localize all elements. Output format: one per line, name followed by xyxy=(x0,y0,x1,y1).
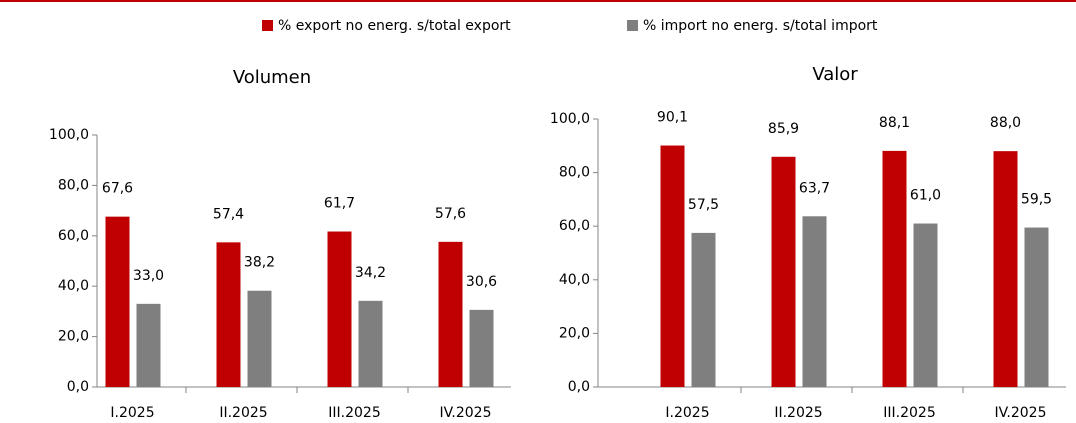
value-label: 34,2 xyxy=(355,265,386,281)
value-label: 33,0 xyxy=(133,268,164,284)
bar xyxy=(247,290,272,387)
bar xyxy=(771,156,796,387)
legend-label: % import no energ. s/total import xyxy=(643,18,878,34)
value-label: 30,6 xyxy=(466,274,497,290)
chart-title: Valor xyxy=(812,64,858,85)
bar xyxy=(993,151,1018,387)
chart-title: Volumen xyxy=(233,67,311,88)
x-tick-label: IV.2025 xyxy=(440,405,492,421)
value-label: 38,2 xyxy=(244,255,275,271)
y-tick-label: 100,0 xyxy=(49,127,89,143)
x-tick-label: II.2025 xyxy=(219,405,267,421)
value-label: 67,6 xyxy=(102,181,133,197)
bar xyxy=(882,150,907,387)
value-label: 57,4 xyxy=(213,206,244,222)
value-label: 57,6 xyxy=(435,206,466,222)
value-label: 88,0 xyxy=(990,115,1021,131)
bar xyxy=(358,300,383,387)
bar xyxy=(327,231,352,387)
legend-swatch xyxy=(262,20,273,31)
y-tick-label: 40,0 xyxy=(58,278,89,294)
y-tick-label: 60,0 xyxy=(559,218,590,234)
x-tick-label: I.2025 xyxy=(110,405,154,421)
value-label: 61,7 xyxy=(324,196,355,212)
y-tick-label: 80,0 xyxy=(58,177,89,193)
y-tick-label: 40,0 xyxy=(559,272,590,288)
bar xyxy=(469,309,494,387)
y-tick-label: 20,0 xyxy=(559,325,590,341)
y-tick-label: 100,0 xyxy=(550,111,590,127)
y-tick-label: 80,0 xyxy=(559,165,590,181)
value-label: 88,1 xyxy=(879,115,910,131)
y-tick-label: 0,0 xyxy=(67,379,89,395)
bar xyxy=(913,223,938,387)
value-label: 59,5 xyxy=(1021,192,1052,208)
value-label: 61,0 xyxy=(910,188,941,204)
bar xyxy=(216,242,241,387)
x-tick-label: II.2025 xyxy=(774,405,822,421)
legend-label: % export no energ. s/total export xyxy=(278,18,511,34)
bar xyxy=(105,216,130,387)
value-label: 57,5 xyxy=(688,197,719,213)
bar xyxy=(691,232,716,387)
bar xyxy=(136,303,161,387)
legend-swatch xyxy=(627,20,638,31)
bar xyxy=(438,241,463,387)
bar xyxy=(1024,227,1049,387)
y-tick-label: 60,0 xyxy=(58,228,89,244)
bar xyxy=(802,216,827,387)
y-tick-label: 20,0 xyxy=(58,329,89,345)
x-tick-label: III.2025 xyxy=(883,405,935,421)
x-tick-label: IV.2025 xyxy=(995,405,1047,421)
bar xyxy=(660,145,685,387)
x-tick-label: I.2025 xyxy=(665,405,709,421)
value-label: 90,1 xyxy=(657,110,688,126)
y-tick-label: 0,0 xyxy=(568,379,590,395)
value-label: 85,9 xyxy=(768,121,799,137)
value-label: 63,7 xyxy=(799,180,830,196)
x-tick-label: III.2025 xyxy=(328,405,380,421)
